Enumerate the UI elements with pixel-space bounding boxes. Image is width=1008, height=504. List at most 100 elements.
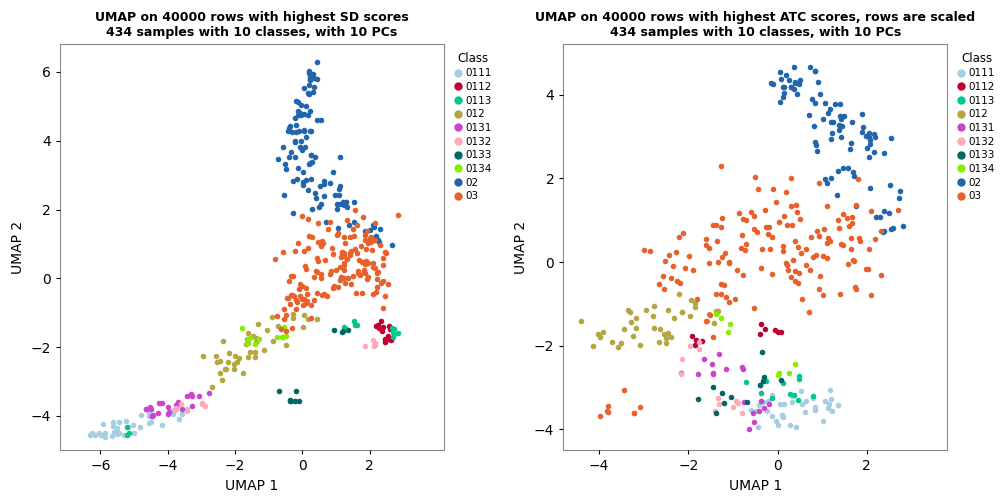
Point [843, 139, 859, 147]
Point [774, 411, 790, 419]
Point [281, 153, 297, 161]
Point [722, 320, 738, 328]
Point [310, 257, 327, 265]
Point [234, 324, 250, 332]
Point [788, 201, 804, 209]
Point [367, 341, 383, 349]
Point [264, 313, 280, 321]
Point [357, 342, 373, 350]
Point [329, 231, 345, 239]
Point [773, 376, 789, 384]
Point [320, 292, 336, 300]
Point [179, 392, 196, 400]
Point [287, 296, 303, 304]
Point [385, 328, 401, 336]
Point [754, 245, 770, 253]
Point [623, 319, 639, 327]
Point [248, 338, 264, 346]
Point [662, 274, 678, 282]
Point [867, 133, 883, 141]
Point [803, 233, 820, 241]
Point [750, 423, 766, 431]
Point [292, 280, 308, 288]
Point [806, 99, 823, 107]
Point [275, 305, 291, 313]
Point [276, 323, 292, 331]
Point [844, 219, 860, 227]
Point [861, 153, 877, 161]
Point [656, 330, 672, 338]
Point [758, 223, 774, 231]
Point [710, 395, 726, 403]
Point [756, 404, 772, 412]
Point [715, 214, 731, 222]
Point [357, 258, 373, 266]
Point [761, 400, 777, 408]
Point [301, 67, 318, 75]
Point [294, 282, 310, 290]
Point [788, 423, 804, 431]
Legend: 0111, 0112, 0113, 012, 0131, 0132, 0133, 0134, 02, 03: 0111, 0112, 0113, 012, 0131, 0132, 0133,… [957, 50, 997, 203]
Point [339, 199, 355, 207]
Point [821, 400, 837, 408]
Point [386, 325, 402, 333]
Point [374, 327, 390, 335]
Point [658, 334, 674, 342]
Point [790, 375, 806, 383]
Point [332, 200, 348, 208]
Point [331, 191, 347, 199]
Point [797, 397, 813, 405]
Point [380, 332, 396, 340]
Point [204, 383, 220, 391]
Point [890, 206, 906, 214]
Point [339, 216, 355, 224]
Point [283, 324, 299, 332]
Point [290, 98, 306, 106]
Point [119, 431, 135, 439]
Point [791, 76, 807, 84]
Point [780, 266, 796, 274]
Point [307, 190, 324, 198]
Point [247, 340, 263, 348]
Point [791, 269, 807, 277]
Point [133, 410, 149, 418]
Point [301, 127, 318, 135]
Point [301, 76, 318, 84]
Point [229, 358, 245, 366]
Point [297, 284, 313, 292]
Point [657, 339, 673, 347]
Point [310, 219, 327, 227]
Point [747, 173, 763, 181]
Point [282, 397, 298, 405]
Point [363, 233, 379, 241]
Point [132, 423, 148, 431]
Point [876, 207, 892, 215]
Point [360, 259, 376, 267]
Point [731, 209, 747, 217]
Point [293, 101, 309, 109]
Point [801, 111, 817, 119]
Point [301, 231, 318, 239]
Point [746, 304, 762, 312]
Point [833, 133, 849, 141]
Point [721, 298, 737, 306]
Point [733, 244, 749, 252]
Point [843, 234, 859, 242]
Point [332, 185, 348, 194]
Point [820, 234, 836, 242]
Point [831, 121, 847, 129]
Point [848, 202, 864, 210]
Point [376, 292, 392, 300]
Point [242, 348, 258, 356]
Point [705, 221, 721, 229]
Point [786, 277, 802, 285]
Point [769, 371, 785, 379]
Point [671, 233, 687, 241]
Point [247, 353, 263, 361]
Point [337, 279, 353, 287]
Point [333, 273, 349, 281]
Point [626, 409, 642, 417]
Point [759, 407, 775, 415]
Point [698, 241, 714, 249]
Point [160, 410, 176, 418]
